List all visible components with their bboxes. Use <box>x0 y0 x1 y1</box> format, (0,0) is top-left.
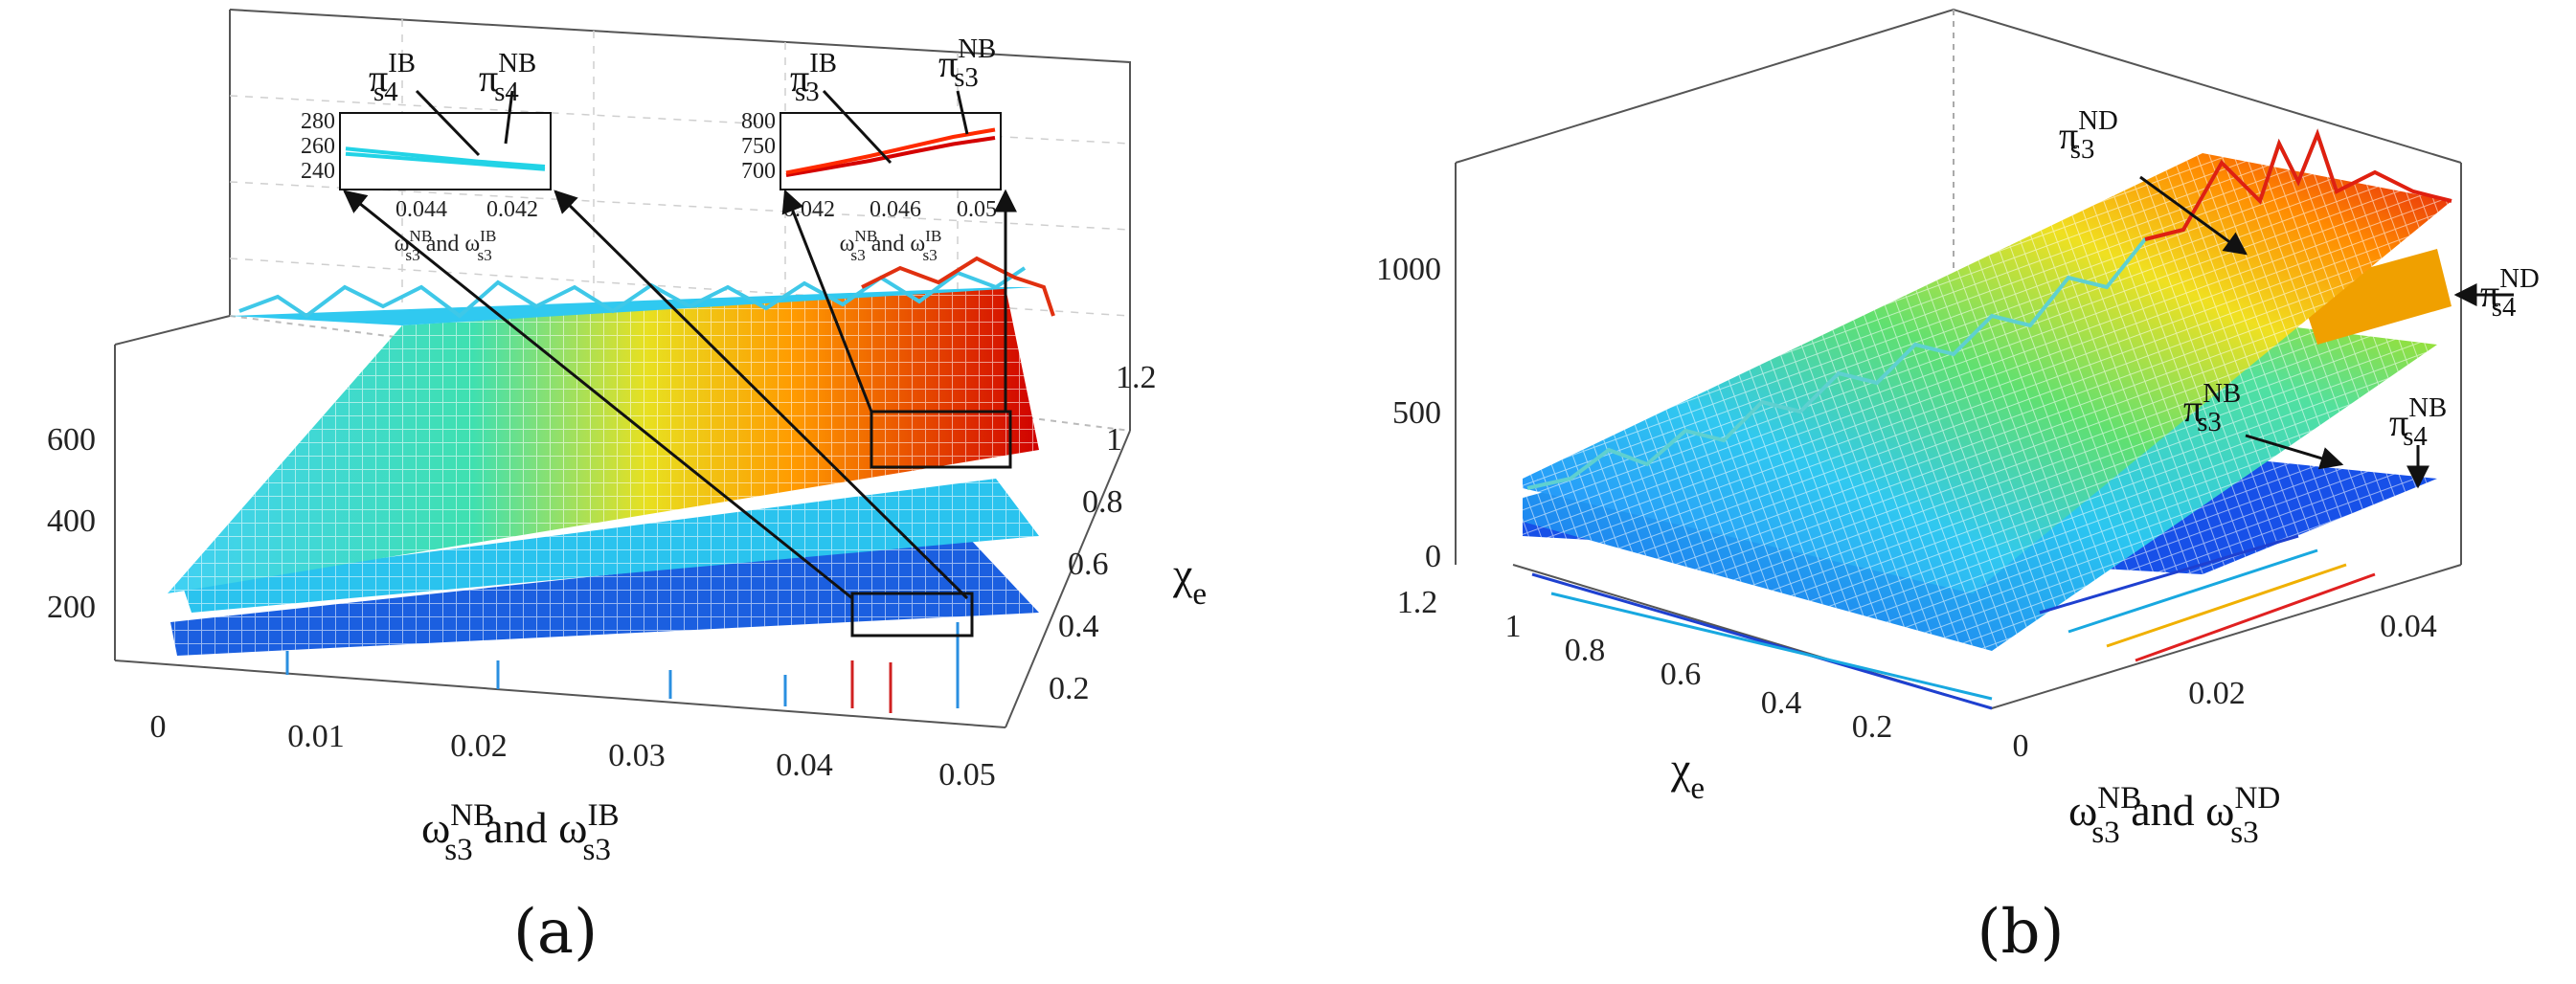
panel-a: 280 260 240 0.044 0.042 ωNB s3 and ωIB s3 … <box>47 9 1207 968</box>
panel-a-arrows <box>343 89 1017 600</box>
annotation-pi-s3-nb: πNB s3 <box>938 34 996 93</box>
panel-a-zoom-box-s4 <box>850 592 974 637</box>
inset-s3: 800 750 700 0.042 0.046 0.05 ωNB s3 and ω… <box>741 109 1002 264</box>
inset-s3-ytick: 750 <box>741 134 776 159</box>
annotation-pi-s4-nb: πNB s4 <box>479 48 536 107</box>
annotation-pi-s4-nd: πND s4 <box>2480 263 2540 323</box>
inset-s3-xtick: 0.05 <box>957 197 997 222</box>
panel-a-xtick: 0.01 <box>287 719 345 754</box>
annotation-pi-s3-nb: πNB s3 <box>2183 378 2241 437</box>
panel-b-xtick: 0.04 <box>2380 609 2437 644</box>
panel-a-ytick: 1.2 <box>1116 360 1157 395</box>
panel-b-ztick: 500 <box>1392 395 1441 431</box>
annotation-pi-s4-nb: πNB s4 <box>2389 392 2447 452</box>
panel-a-ztick: 200 <box>47 590 96 625</box>
panel-a-ytick: 1 <box>1106 422 1122 458</box>
panel-b-ytick: 1.2 <box>1397 585 1438 620</box>
panel-a-annotations: πIB s4 πNB s4 πIB s3 πNB s3 <box>369 34 996 107</box>
panel-b-ytick: 0.2 <box>1852 709 1893 745</box>
panel-b-y-ticks: 1.2 1 0.8 0.6 0.4 0.2 <box>1397 585 1893 745</box>
panel-a-ytick: 0.8 <box>1082 484 1123 520</box>
surface-b-s4-nd <box>2298 249 2452 345</box>
panel-a-x-ticks: 0 0.01 0.02 0.03 0.04 0.05 <box>150 709 996 793</box>
panel-b-ytick: 0.6 <box>1661 657 1702 692</box>
panel-b-xtick: 0 <box>2013 728 2029 764</box>
inset-s3-ytick: 800 <box>741 109 776 134</box>
panel-a-zoom-box-s3 <box>870 410 1012 469</box>
inset-s4-ytick: 280 <box>301 109 335 134</box>
panel-b-arrows <box>2139 175 2514 489</box>
panel-a-ztick: 400 <box>47 503 96 539</box>
panel-a-ylabel: χe <box>1172 549 1207 612</box>
panel-a-xtick: 0.05 <box>938 757 996 793</box>
panel-a-y-ticks: 0.2 0.4 0.6 0.8 1 1.2 <box>1049 360 1157 706</box>
annotation-pi-s4-ib: πIB s4 <box>369 48 416 107</box>
inset-s3-xtick: 0.046 <box>870 197 921 222</box>
panel-b-ylabel: χe <box>1670 744 1705 806</box>
panel-a-label: (a) <box>513 897 598 968</box>
panel-b-ytick: 0.4 <box>1761 685 1802 721</box>
inset-s4-ytick: 260 <box>301 134 335 159</box>
annotation-pi-s3-nd: πND s3 <box>2059 105 2118 165</box>
panel-b-z-ticks: 0 500 1000 <box>1376 252 1441 574</box>
inset-s3-xlabel: ωNB s3 and ωIB s3 <box>840 227 942 264</box>
panel-b-ztick: 1000 <box>1376 252 1441 287</box>
panel-a-ztick: 600 <box>47 422 96 458</box>
panel-a-xtick: 0.03 <box>608 738 666 773</box>
panel-b-ytick: 0.8 <box>1565 633 1606 668</box>
surface-a-noise-edge <box>238 266 1027 319</box>
panel-b: πND s3 πND s4 πNB s3 πNB s4 0 500 1000 1.2 1… <box>1376 8 2540 968</box>
panel-b-surfaces <box>1523 128 2452 710</box>
panel-b-label: (b) <box>1977 897 2065 968</box>
annotation-pi-s3-ib: πIB s3 <box>790 48 837 107</box>
panel-a-surfaces <box>168 256 1055 713</box>
panel-b-ztick: 0 <box>1425 539 1441 574</box>
panel-a-ytick: 0.2 <box>1049 671 1090 706</box>
panel-b-xtick: 0.02 <box>2188 676 2246 711</box>
inset-s4-xtick: 0.044 <box>395 197 447 222</box>
inset-s4-ytick: 240 <box>301 159 335 184</box>
panel-b-annotations: πND s3 πND s4 πNB s3 πNB s4 <box>2059 105 2540 452</box>
panel-a-ytick: 0.6 <box>1068 547 1109 582</box>
inset-s4-xtick: 0.042 <box>486 197 538 222</box>
surface-a-s3-nb <box>230 287 1034 325</box>
inset-s4-xlabel: ωNB s3 and ωIB s3 <box>395 227 497 264</box>
panel-a-xtick: 0.04 <box>776 748 833 783</box>
panel-b-x-ticks: 0 0.02 0.04 <box>2013 609 2437 764</box>
panel-a-xlabel: ωNB s3 and ωIB s3 <box>421 797 620 867</box>
panel-a-xtick: 0 <box>150 709 167 745</box>
panel-a-ytick: 0.4 <box>1058 609 1099 644</box>
panel-a-xtick: 0.02 <box>450 728 508 764</box>
inset-series-line <box>785 127 996 175</box>
inset-s4: 280 260 240 0.044 0.042 ωNB s3 and ωIB s3 <box>301 109 552 264</box>
panel-b-xlabel: ωNB s3 and ωND s3 <box>2068 780 2280 850</box>
panel-b-ytick: 1 <box>1505 609 1522 644</box>
inset-s3-ytick: 700 <box>741 159 776 184</box>
inset-series-line <box>785 136 996 177</box>
inset-series-line <box>345 151 546 171</box>
panel-a-z-ticks: 200 400 600 <box>47 422 96 625</box>
inset-series-line <box>345 146 546 168</box>
